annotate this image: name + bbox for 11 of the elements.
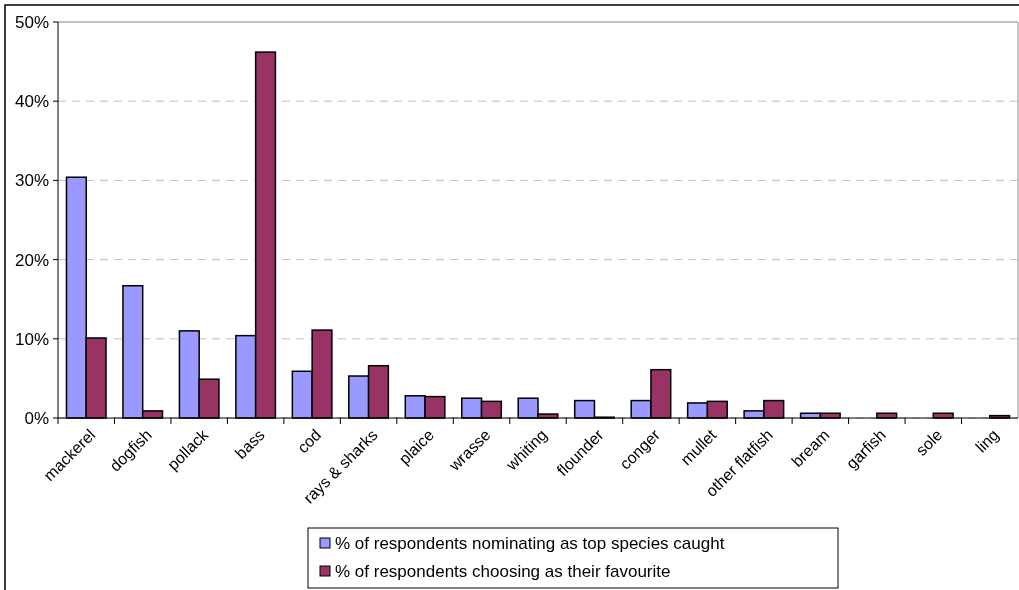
x-tick-label: ling	[972, 426, 1002, 456]
y-tick-label: 40%	[14, 92, 49, 112]
y-tick-label: 10%	[14, 329, 49, 349]
y-tick-label: 50%	[14, 12, 49, 32]
y-tick-label: 0%	[24, 408, 49, 428]
x-tick-label: cod	[293, 426, 325, 457]
x-tick-label: sole	[912, 426, 946, 459]
legend-label: % of respondents nominating as top species caught	[335, 533, 725, 553]
y-tick-label: 20%	[14, 250, 49, 270]
y-tick-label: 30%	[14, 171, 49, 191]
legend-label: % of respondents choosing as their favourite	[335, 561, 671, 581]
